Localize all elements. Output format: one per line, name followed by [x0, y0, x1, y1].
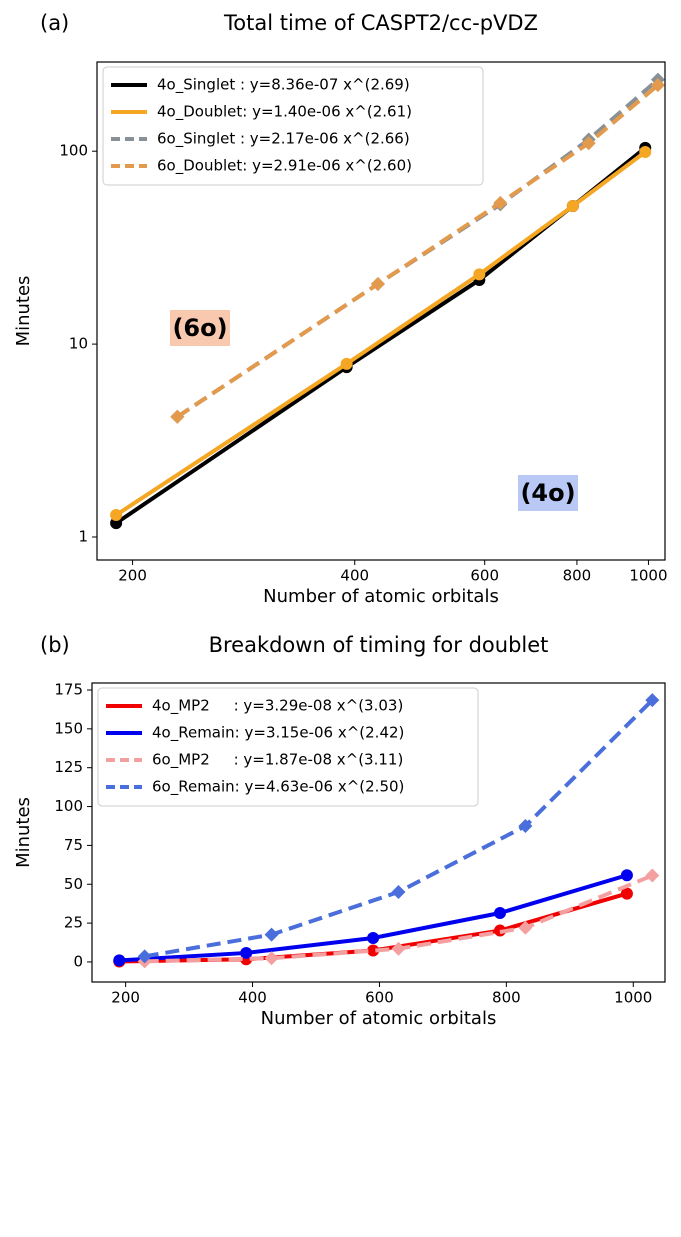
- y-tick-label: 75: [64, 836, 83, 854]
- marker: [341, 358, 353, 370]
- figure: (a) Total time of CASPT2/cc-pVDZ Number of…: [0, 0, 681, 1237]
- legend-label: 6o_MP2 : y=1.87e-08 x^(3.11): [152, 751, 403, 770]
- marker: [639, 146, 651, 158]
- y-axis-label: Minutes: [13, 797, 34, 868]
- x-axis-label: Number of atomic orbitals: [261, 1008, 497, 1029]
- marker: [391, 885, 405, 899]
- marker: [113, 954, 125, 966]
- x-tick-label: 1000: [614, 989, 652, 1007]
- legend-label: 4o_Doublet: y=1.40e-06 x^(2.61): [157, 103, 412, 122]
- legend-label: 6o_Singlet : y=2.17e-06 x^(2.66): [157, 130, 410, 149]
- annotation: (4o): [520, 479, 575, 507]
- x-tick-label: 200: [118, 567, 147, 585]
- y-tick-label: 125: [54, 758, 83, 776]
- chart-title: Breakdown of timing for doublet: [209, 633, 549, 657]
- x-tick-label: 400: [340, 567, 369, 585]
- legend-label: 6o_Doublet: y=2.91e-06 x^(2.60): [157, 157, 412, 176]
- marker: [645, 869, 659, 883]
- y-tick-label: 0: [73, 952, 83, 970]
- y-tick-label: 100: [59, 142, 88, 160]
- y-tick-label: 10: [69, 335, 88, 353]
- panel-label: (b): [40, 633, 70, 657]
- legend-label: 4o_MP2 : y=3.29e-08 x^(3.03): [152, 697, 403, 716]
- y-tick-label: 100: [54, 797, 83, 815]
- marker: [621, 869, 633, 881]
- marker: [367, 932, 379, 944]
- marker: [110, 509, 122, 521]
- x-axis-label: Number of atomic orbitals: [263, 586, 499, 607]
- y-tick-label: 175: [54, 680, 83, 698]
- annotation: (6o): [172, 314, 227, 342]
- y-tick-label: 25: [64, 914, 83, 932]
- y-tick-label: 150: [54, 719, 83, 737]
- legend-label: 4o_Singlet : y=8.36e-07 x^(2.69): [157, 76, 410, 95]
- panel-label: (a): [40, 11, 69, 35]
- legend-label: 6o_Remain: y=4.63e-06 x^(2.50): [152, 778, 404, 797]
- x-tick-label: 800: [492, 989, 521, 1007]
- y-tick-label: 50: [64, 875, 83, 893]
- x-tick-label: 1000: [629, 567, 667, 585]
- x-tick-label: 200: [111, 989, 140, 1007]
- x-tick-label: 400: [238, 989, 267, 1007]
- y-tick-label: 1: [78, 528, 88, 546]
- marker: [567, 200, 579, 212]
- chart-title: Total time of CASPT2/cc-pVDZ: [223, 11, 538, 35]
- legend-label: 4o_Remain: y=3.15e-06 x^(2.42): [152, 724, 404, 743]
- y-axis-label: Minutes: [13, 276, 34, 347]
- marker: [473, 268, 485, 280]
- x-tick-label: 600: [365, 989, 394, 1007]
- marker: [265, 951, 279, 965]
- x-tick-label: 800: [563, 567, 592, 585]
- marker: [494, 907, 506, 919]
- marker: [265, 928, 279, 942]
- x-tick-label: 600: [470, 567, 499, 585]
